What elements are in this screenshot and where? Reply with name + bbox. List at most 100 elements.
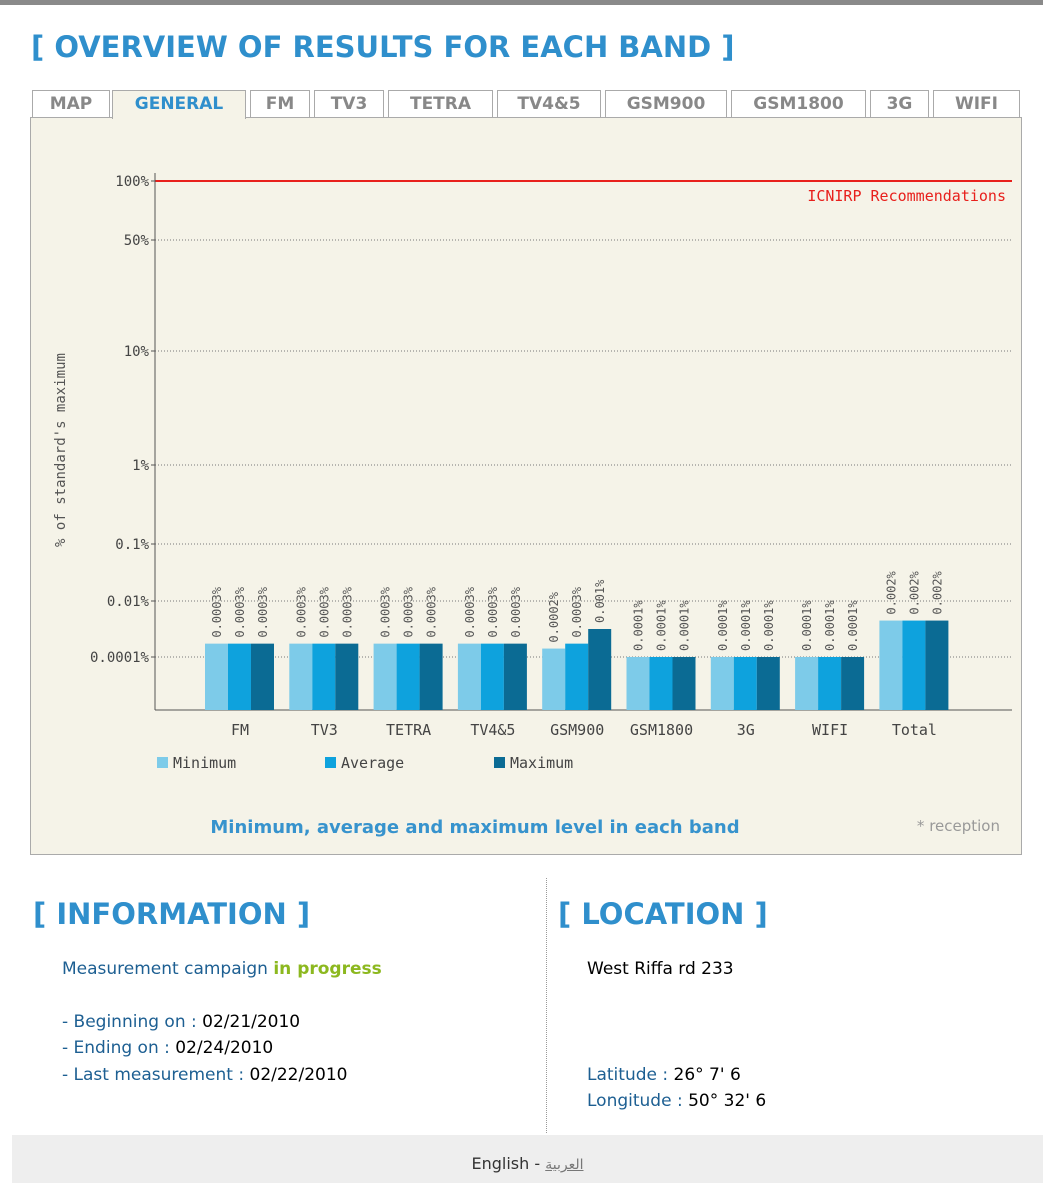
- bar: [795, 657, 819, 710]
- label: - Beginning on :: [62, 1012, 197, 1032]
- bar: [879, 620, 903, 710]
- separator: -: [534, 1154, 541, 1173]
- data-label: 0.0003%: [233, 586, 247, 637]
- divider: [546, 878, 547, 1133]
- bar: [649, 657, 673, 710]
- bar: [312, 643, 336, 710]
- footer: English - العربية: [12, 1135, 1043, 1183]
- data-label: 0.0003%: [256, 586, 270, 637]
- bar: [818, 657, 842, 710]
- tab[interactable]: MAP: [32, 90, 110, 117]
- x-tick-label: TV3: [311, 721, 338, 739]
- tab[interactable]: GSM1800: [731, 90, 866, 117]
- tab[interactable]: 3G: [870, 90, 929, 117]
- data-label: 0.0001%: [655, 600, 669, 651]
- legend-label: Minimum: [173, 754, 236, 772]
- chart-caption: Minimum, average and maximum level in ea…: [210, 817, 739, 838]
- bar: [419, 643, 443, 710]
- bar: [565, 643, 589, 710]
- top-border: [0, 0, 1043, 5]
- bar: [710, 657, 734, 710]
- value: 02/21/2010: [202, 1012, 301, 1032]
- data-label: 0.0003%: [294, 586, 308, 637]
- label: Latitude :: [587, 1065, 669, 1085]
- tab[interactable]: GENERAL: [112, 90, 246, 119]
- label: - Ending on :: [62, 1038, 170, 1058]
- value: 02/22/2010: [249, 1065, 348, 1085]
- tab[interactable]: FM: [250, 90, 310, 117]
- data-label: 0.002%: [930, 570, 944, 614]
- tab[interactable]: WIFI: [933, 90, 1020, 117]
- y-tick-label: 0.0001%: [90, 650, 150, 666]
- last: - Last measurement : 02/22/2010: [62, 1065, 347, 1085]
- x-tick-label: TETRA: [386, 721, 431, 739]
- status: in progress: [273, 959, 382, 979]
- bar: [457, 643, 481, 710]
- longitude: Longitude : 50° 32' 6: [587, 1091, 766, 1111]
- bar: [672, 657, 696, 710]
- data-label: 0.0001%: [678, 600, 692, 651]
- legend-swatch: [494, 757, 505, 768]
- y-tick-label: 0.1%: [115, 537, 149, 553]
- data-label: 0.0003%: [486, 586, 500, 637]
- y-tick-label: 1%: [132, 458, 149, 474]
- bar: [756, 657, 780, 710]
- y-tick-label: 0.01%: [107, 594, 150, 610]
- bar: [228, 643, 251, 710]
- ending: - Ending on : 02/24/2010: [62, 1038, 273, 1058]
- legend-swatch: [325, 757, 336, 768]
- latitude: Latitude : 26° 7' 6: [587, 1065, 741, 1085]
- bar: [373, 643, 397, 710]
- legend-swatch: [157, 757, 168, 768]
- label: Longitude :: [587, 1091, 683, 1111]
- data-label: 0.0003%: [463, 586, 477, 637]
- bar: [902, 620, 926, 710]
- y-tick-label: 100%: [115, 174, 149, 190]
- data-label: 0.0001%: [716, 600, 730, 651]
- lang-arabic[interactable]: العربية: [545, 1157, 584, 1173]
- chart-note: * reception: [917, 817, 1000, 835]
- bar: [733, 657, 757, 710]
- bar: [626, 657, 650, 710]
- address: West Riffa rd 233: [587, 959, 734, 979]
- data-label: 0.0003%: [509, 586, 523, 637]
- data-label: 0.0003%: [425, 586, 439, 637]
- bar: [503, 643, 527, 710]
- data-label: 0.0003%: [317, 586, 331, 637]
- data-label: 0.0001%: [632, 600, 646, 651]
- bar: [289, 643, 313, 710]
- lang-english[interactable]: English: [471, 1154, 530, 1173]
- x-tick-label: 3G: [737, 721, 755, 739]
- x-tick-label: WIFI: [812, 721, 848, 739]
- data-label: 0.0001%: [762, 600, 776, 651]
- value: 26° 7' 6: [673, 1065, 741, 1085]
- x-tick-label: FM: [231, 721, 249, 739]
- label: - Last measurement :: [62, 1065, 245, 1085]
- bar: [251, 643, 274, 710]
- data-label: 0.0003%: [210, 586, 224, 637]
- data-label: 0.0003%: [379, 586, 393, 637]
- data-label: 0.0003%: [402, 586, 416, 637]
- location-title: [ LOCATION ]: [558, 897, 768, 931]
- bar: [588, 629, 612, 710]
- x-tick-label: Total: [892, 721, 937, 739]
- legend-label: Maximum: [510, 754, 573, 772]
- data-label: 0.0001%: [739, 600, 753, 651]
- x-tick-label: GSM1800: [630, 721, 693, 739]
- bar: [542, 648, 566, 710]
- y-axis-label: % of standard's maximum: [53, 353, 69, 547]
- bar: [480, 643, 504, 710]
- campaign-label: Measurement campaign: [62, 959, 268, 979]
- bar: [335, 643, 359, 710]
- tab[interactable]: TV4&5: [497, 90, 601, 117]
- info-title: [ INFORMATION ]: [33, 897, 311, 931]
- tab[interactable]: TETRA: [388, 90, 493, 117]
- bar: [925, 620, 949, 710]
- chart: 0.0001% 0.01% 0.1% 1% 10% 50% 100% ICNIRP Recom…: [53, 173, 1012, 838]
- legend-label: Average: [341, 754, 404, 772]
- data-label: 0.002%: [884, 570, 898, 614]
- tab[interactable]: GSM900: [605, 90, 727, 117]
- bar: [841, 657, 865, 710]
- tab[interactable]: TV3: [314, 90, 384, 117]
